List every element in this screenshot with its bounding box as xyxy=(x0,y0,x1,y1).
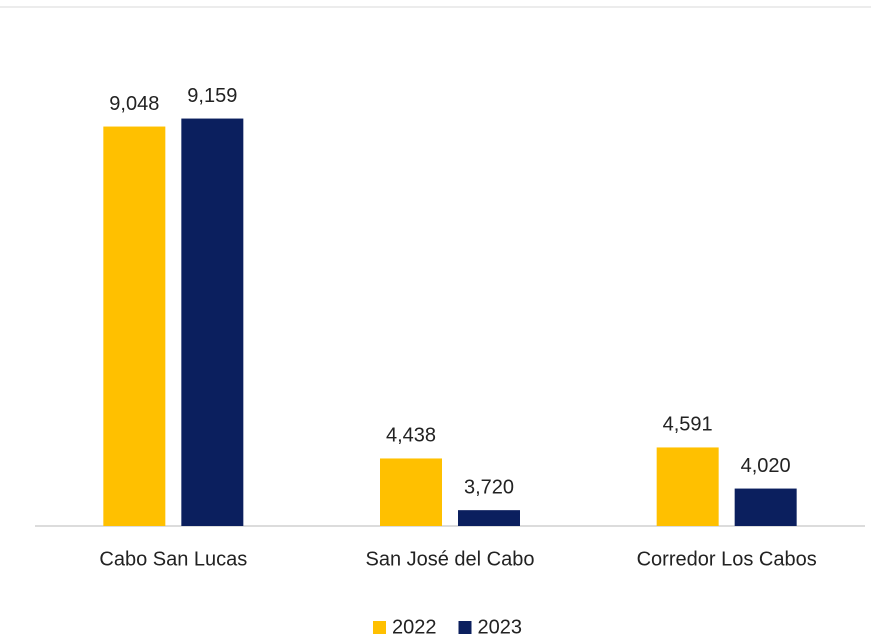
legend-swatch xyxy=(373,621,386,634)
x-tick-label: San José del Cabo xyxy=(365,548,534,570)
legend-label: 2023 xyxy=(478,616,523,638)
bar xyxy=(734,488,797,526)
x-tick-label: Cabo San Lucas xyxy=(99,548,247,570)
bar xyxy=(656,447,719,526)
legend-label: 2022 xyxy=(392,616,437,638)
x-tick-label: Corredor Los Cabos xyxy=(637,548,817,570)
legend-swatch xyxy=(458,621,472,634)
data-label: 4,438 xyxy=(386,425,436,447)
bar xyxy=(181,118,244,526)
data-label: 4,020 xyxy=(741,455,791,477)
bar xyxy=(380,458,442,526)
data-label: 9,159 xyxy=(187,85,237,107)
data-label: 4,591 xyxy=(663,414,713,436)
data-label: 9,048 xyxy=(109,93,159,115)
bar xyxy=(458,510,520,526)
bar xyxy=(103,126,166,526)
data-label: 3,720 xyxy=(464,476,514,498)
